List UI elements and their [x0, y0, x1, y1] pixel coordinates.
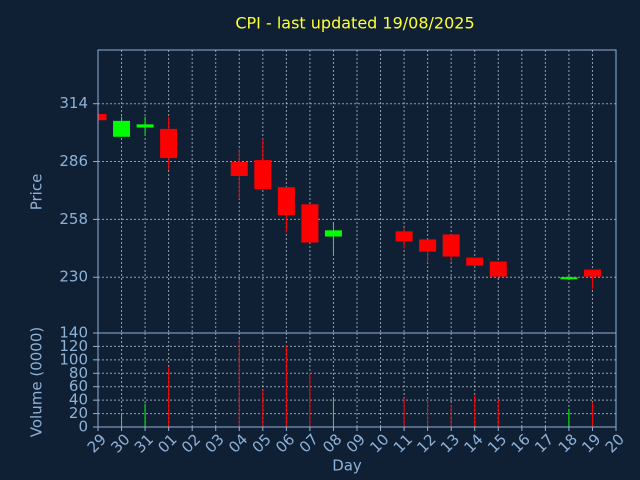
volume-frame — [97, 332, 617, 428]
candle-body — [277, 187, 295, 216]
y-tick-label: 286 — [59, 152, 88, 170]
y-axis-label: Price — [28, 174, 46, 211]
candle-body — [442, 234, 460, 257]
candle-body — [583, 269, 601, 277]
candle-body — [324, 230, 342, 237]
candle-body — [136, 124, 154, 128]
y2-tick-label: 20 — [69, 404, 88, 422]
price-panel — [98, 50, 616, 333]
candle-body — [560, 277, 578, 280]
candle-body — [419, 239, 437, 252]
candle-body — [113, 120, 131, 137]
y2-tick-label: 120 — [59, 337, 88, 355]
y2-tick-label: 80 — [69, 364, 88, 382]
y2-tick-label: 40 — [69, 391, 88, 409]
chart-title: CPI - last updated 19/08/2025 — [235, 14, 474, 33]
y2-tick-label: 60 — [69, 377, 88, 395]
y-tick-label: 230 — [59, 268, 88, 286]
y2-axis-label: Volume (0000) — [28, 327, 46, 437]
candle-body — [395, 231, 413, 242]
candle-body — [254, 160, 272, 190]
candle-body — [466, 257, 484, 266]
y-tick-label: 258 — [59, 210, 88, 228]
candle-body — [98, 114, 107, 121]
candle-body — [230, 161, 248, 177]
y-tick-label: 314 — [59, 94, 88, 112]
candle-body — [160, 128, 178, 159]
x-axis-label: Day — [332, 457, 362, 475]
candle-body — [489, 261, 507, 277]
candle-body — [301, 204, 319, 243]
y2-tick-label: 140 — [59, 324, 88, 342]
y2-tick-label: 0 — [78, 418, 88, 436]
y2-tick-label: 100 — [59, 350, 88, 368]
volume-panel — [98, 333, 616, 427]
